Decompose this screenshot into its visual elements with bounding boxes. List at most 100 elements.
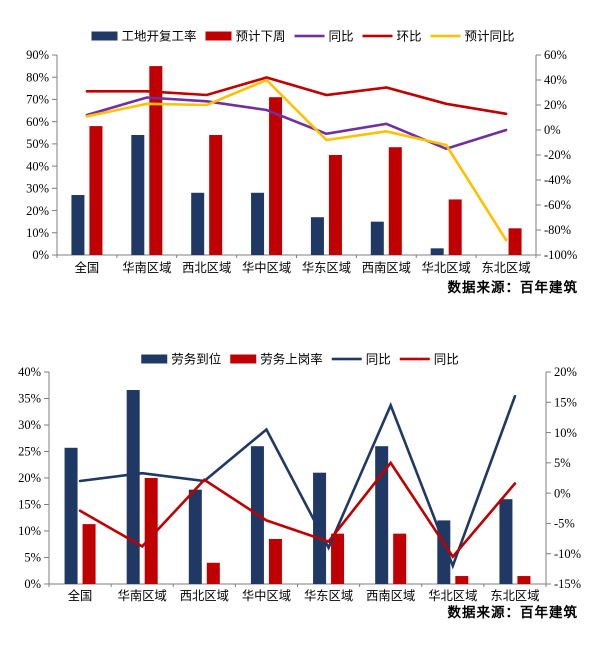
bar-劳务上岗率-华中区域: [268, 538, 282, 584]
bar-预计下周-华东区域: [328, 155, 342, 255]
source-note-top-chart: 数据来源：百年建筑: [447, 280, 578, 295]
category-label: 华南区域: [118, 588, 167, 603]
bar-工地开复工率-西北区域: [191, 192, 205, 255]
legend-label: 工地开复工率: [122, 29, 197, 44]
right-axis-tick-label: -15%: [554, 577, 581, 591]
legend-swatch-劳务上岗率: [230, 354, 257, 364]
right-axis-tick-label: 10%: [554, 426, 577, 440]
bar-劳务上岗率-华南区域: [144, 478, 158, 584]
category-label: 华南区域: [122, 260, 171, 275]
legend-line-swatch-预计同比: [430, 34, 461, 38]
category-label: 东北区域: [481, 261, 530, 275]
category-label: 西北区域: [180, 589, 229, 603]
left-axis-tick-label: 30%: [18, 418, 41, 432]
left-axis-tick-label: 10%: [26, 226, 49, 240]
bar-预计下周-西北区域: [209, 135, 223, 255]
category-label: 西南区域: [362, 260, 411, 275]
legend-line-swatch-同比: [294, 34, 325, 38]
trend-line-同比: [78, 460, 517, 559]
bar-预计下周-华南区域: [149, 66, 163, 255]
category-label: 华北区域: [422, 260, 471, 275]
bar-工地开复工率-华东区域: [310, 217, 324, 255]
bar-工地开复工率-西南区域: [370, 221, 384, 255]
left-axis-tick-label: 90%: [26, 48, 49, 62]
left-axis-tick-label: 80%: [26, 70, 49, 84]
left-axis-tick-label: 40%: [18, 365, 41, 379]
left-axis-tick-label: 30%: [26, 182, 49, 196]
bar-劳务上岗率-东北区域: [517, 576, 531, 584]
right-axis-tick-label: -100%: [544, 248, 577, 262]
legend-line-swatch-同比: [331, 357, 362, 361]
right-axis-tick-label: -10%: [554, 547, 581, 561]
legend-swatch-预计下周: [205, 31, 232, 41]
category-label: 华东区域: [302, 260, 351, 275]
legend-label: 预计下周: [236, 30, 286, 44]
legend-label: 同比: [329, 30, 354, 44]
right-axis-tick-label: -60%: [544, 198, 571, 212]
legend-swatch-工地开复工率: [91, 31, 118, 41]
left-axis-tick-label: 15%: [18, 498, 41, 512]
left-axis-tick-label: 5%: [24, 551, 41, 565]
right-axis-tick-label: -80%: [544, 223, 571, 237]
bar-劳务到位-西北区域: [188, 489, 202, 584]
category-label: 华东区域: [304, 588, 353, 603]
left-axis-tick-label: 40%: [26, 159, 49, 173]
trend-line-同比: [85, 96, 508, 151]
bar-劳务上岗率-西南区域: [393, 533, 407, 584]
right-axis-tick-label: 60%: [544, 48, 567, 62]
left-axis-tick-label: 20%: [18, 471, 41, 485]
legend-label: 同比: [434, 353, 459, 367]
right-axis-tick-label: 0%: [554, 486, 571, 500]
bar-预计下周-全国: [89, 126, 103, 255]
bar-劳务上岗率-全国: [82, 524, 96, 584]
category-label: 西南区域: [366, 588, 415, 603]
right-axis-tick-label: 15%: [554, 395, 577, 409]
legend-label: 劳务到位: [171, 352, 221, 367]
bar-劳务到位-华南区域: [126, 390, 140, 584]
left-axis-tick-label: 0%: [24, 577, 41, 591]
bar-工地开复工率-华南区域: [131, 135, 145, 255]
bar-劳务到位-全国: [64, 447, 78, 584]
legend-label: 劳务上岗率: [260, 352, 323, 367]
category-label: 华北区域: [428, 588, 477, 603]
bar-劳务上岗率-华东区域: [331, 533, 345, 584]
left-axis-tick-label: 10%: [18, 524, 41, 538]
bar-预计下周-华中区域: [269, 97, 283, 255]
bar-工地开复工率-华中区域: [251, 192, 265, 255]
left-axis-tick-label: 70%: [26, 93, 49, 107]
right-axis-tick-label: 5%: [554, 456, 571, 470]
bar-劳务上岗率-华北区域: [455, 576, 469, 584]
category-label: 西北区域: [182, 261, 231, 275]
legend-label: 同比: [366, 353, 391, 367]
left-axis-tick-label: 50%: [26, 137, 49, 151]
left-axis-tick-label: 20%: [26, 204, 49, 218]
right-axis-tick-label: 20%: [544, 98, 567, 112]
right-axis-tick-label: -40%: [544, 173, 571, 187]
legend-label: 环比: [397, 30, 422, 44]
bar-预计下周-华北区域: [448, 199, 462, 255]
right-axis-tick-label: -5%: [554, 517, 575, 531]
legend-line-swatch-环比: [362, 34, 393, 38]
bar-工地开复工率-华北区域: [430, 248, 444, 255]
category-label: 华中区域: [242, 260, 291, 275]
legend-swatch-劳务到位: [141, 354, 168, 364]
source-note-bottom-chart: 数据来源：百年建筑: [447, 605, 578, 620]
legend-label: 预计同比: [465, 30, 515, 44]
left-axis-tick-label: 25%: [18, 445, 41, 459]
left-axis-tick-label: 0%: [32, 248, 49, 262]
category-label: 东北区域: [490, 589, 539, 603]
bar-劳务到位-西南区域: [375, 446, 389, 584]
bar-劳务到位-东北区域: [499, 499, 513, 584]
category-label: 华中区域: [242, 588, 291, 603]
left-axis-tick-label: 60%: [26, 115, 49, 129]
right-axis-tick-label: 40%: [544, 73, 567, 87]
bar-工地开复工率-全国: [71, 195, 85, 255]
category-label: 全国: [75, 260, 100, 275]
bar-预计下周-东北区域: [508, 228, 522, 255]
trend-line-预计同比: [85, 78, 508, 242]
bar-预计下周-西南区域: [388, 147, 402, 255]
left-axis-tick-label: 35%: [18, 392, 41, 406]
right-axis-tick-label: -20%: [544, 148, 571, 162]
